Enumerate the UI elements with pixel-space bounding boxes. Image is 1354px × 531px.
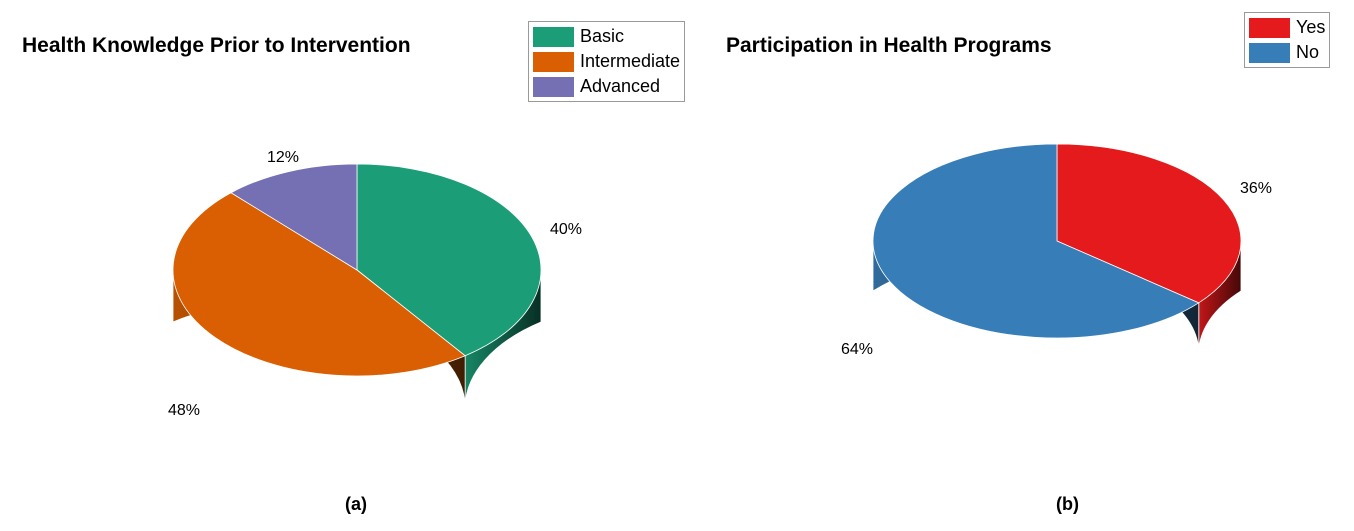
data-label-advanced: 12% bbox=[267, 149, 299, 166]
chart-caption: (b) bbox=[1056, 494, 1079, 514]
legend-swatch bbox=[1249, 42, 1290, 63]
legend: Yes No bbox=[1244, 12, 1331, 68]
chart-title: Participation in Health Programs bbox=[726, 34, 1052, 57]
chart-caption: (a) bbox=[345, 494, 367, 514]
legend: Basic Intermediate Advanced bbox=[528, 21, 686, 102]
legend-label: No bbox=[1296, 42, 1320, 62]
chart-panel-a: Health Knowledge Prior to Intervention B… bbox=[22, 21, 686, 514]
data-label-basic: 40% bbox=[550, 221, 582, 238]
legend-swatch bbox=[533, 76, 574, 97]
legend-label: Intermediate bbox=[580, 51, 681, 71]
legend-item-yes: Yes bbox=[1249, 15, 1325, 40]
legend-swatch bbox=[533, 26, 574, 47]
legend-label: Yes bbox=[1296, 17, 1326, 37]
pie-slice-no bbox=[872, 143, 1200, 339]
pie-chart: 40% 48% 12% bbox=[168, 149, 582, 419]
pie-slice-advanced bbox=[230, 163, 358, 271]
chart-panel-b: Participation in Health Programs Yes No … bbox=[700, 0, 1354, 531]
legend-item-no: No bbox=[1249, 40, 1325, 65]
pie-chart: 36% 64% bbox=[841, 143, 1272, 358]
legend-swatch bbox=[533, 51, 574, 72]
data-label-intermediate: 48% bbox=[168, 402, 200, 419]
pie-slice-intermediate bbox=[172, 192, 466, 377]
legend-label: Advanced bbox=[580, 76, 661, 96]
data-label-yes: 36% bbox=[1240, 180, 1272, 197]
legend-label: Basic bbox=[580, 26, 625, 46]
legend-item-advanced: Advanced bbox=[533, 74, 680, 99]
chart-title: Health Knowledge Prior to Intervention bbox=[22, 34, 411, 57]
legend-item-basic: Basic bbox=[533, 24, 680, 49]
pie-slice-basic bbox=[356, 163, 542, 357]
legend-item-intermediate: Intermediate bbox=[533, 49, 680, 74]
data-label-no: 64% bbox=[841, 341, 873, 358]
pie-slice-yes bbox=[1056, 143, 1242, 304]
legend-swatch bbox=[1249, 17, 1290, 38]
